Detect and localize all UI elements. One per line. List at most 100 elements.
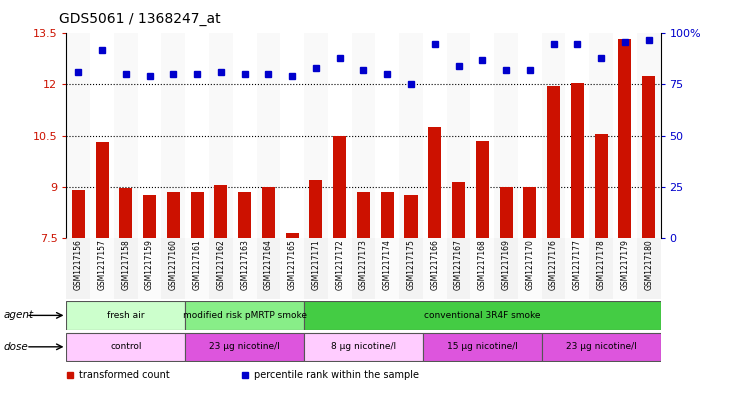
Text: GSM1217158: GSM1217158 — [121, 239, 131, 290]
Bar — [476, 141, 489, 238]
Bar — [257, 238, 280, 299]
Bar — [232, 238, 257, 299]
Bar — [114, 238, 138, 299]
Text: GSM1217164: GSM1217164 — [264, 239, 273, 290]
Text: GSM1217157: GSM1217157 — [97, 239, 106, 290]
Text: GSM1217162: GSM1217162 — [216, 239, 225, 290]
Bar — [138, 238, 162, 299]
Bar — [381, 192, 394, 238]
Bar — [613, 33, 637, 238]
Bar — [209, 33, 232, 238]
Text: GSM1217160: GSM1217160 — [169, 239, 178, 290]
Text: GDS5061 / 1368247_at: GDS5061 / 1368247_at — [59, 11, 221, 26]
Bar — [280, 238, 304, 299]
Text: GSM1217179: GSM1217179 — [621, 239, 630, 290]
Bar — [547, 86, 560, 238]
Bar — [185, 238, 209, 299]
Bar — [523, 187, 537, 238]
Bar — [494, 238, 518, 299]
Bar — [423, 238, 446, 299]
Bar — [214, 185, 227, 238]
Text: GSM1217166: GSM1217166 — [430, 239, 439, 290]
Bar — [72, 190, 85, 238]
Bar — [351, 33, 376, 238]
Bar — [280, 33, 304, 238]
Text: GSM1217176: GSM1217176 — [549, 239, 558, 290]
Text: GSM1217159: GSM1217159 — [145, 239, 154, 290]
Bar — [423, 332, 542, 361]
Bar — [494, 33, 518, 238]
Bar — [185, 33, 209, 238]
Text: 23 µg nicotine/l: 23 µg nicotine/l — [210, 342, 280, 351]
Bar — [376, 238, 399, 299]
Bar — [162, 238, 185, 299]
Bar — [470, 238, 494, 299]
Bar — [618, 39, 632, 238]
Bar — [190, 192, 204, 238]
Text: 23 µg nicotine/l: 23 µg nicotine/l — [566, 342, 636, 351]
Text: GSM1217163: GSM1217163 — [240, 239, 249, 290]
Text: dose: dose — [4, 342, 29, 352]
Text: GSM1217177: GSM1217177 — [573, 239, 582, 290]
Text: GSM1217172: GSM1217172 — [335, 239, 344, 290]
Bar — [565, 238, 589, 299]
Bar — [637, 238, 661, 299]
Bar — [209, 238, 232, 299]
Text: 8 µg nicotine/l: 8 µg nicotine/l — [331, 342, 396, 351]
Bar — [518, 33, 542, 238]
Text: fresh air: fresh air — [107, 311, 145, 320]
Bar — [66, 332, 185, 361]
Bar — [423, 33, 446, 238]
Bar — [262, 187, 275, 238]
Bar — [309, 180, 323, 238]
Text: transformed count: transformed count — [80, 370, 170, 380]
Bar — [399, 33, 423, 238]
Bar — [304, 332, 423, 361]
Bar — [357, 192, 370, 238]
Bar — [518, 238, 542, 299]
Bar — [542, 33, 565, 238]
Bar — [428, 127, 441, 238]
Bar — [66, 301, 185, 329]
Text: control: control — [110, 342, 142, 351]
Bar — [238, 192, 251, 238]
Text: modified risk pMRTP smoke: modified risk pMRTP smoke — [182, 311, 307, 320]
Bar — [376, 33, 399, 238]
Bar — [570, 83, 584, 238]
Bar — [589, 33, 613, 238]
Bar — [286, 233, 299, 238]
Text: percentile rank within the sample: percentile rank within the sample — [254, 370, 419, 380]
Bar — [542, 238, 565, 299]
Bar — [304, 33, 328, 238]
Bar — [66, 33, 90, 238]
Bar — [642, 76, 655, 238]
Text: GSM1217156: GSM1217156 — [74, 239, 83, 290]
Bar — [232, 33, 257, 238]
Bar — [328, 238, 351, 299]
Bar — [304, 238, 328, 299]
Bar — [452, 182, 465, 238]
Bar — [66, 238, 90, 299]
Text: GSM1217167: GSM1217167 — [454, 239, 463, 290]
Bar — [404, 195, 418, 238]
Text: GSM1217171: GSM1217171 — [311, 239, 320, 290]
Bar — [470, 33, 494, 238]
Text: 15 µg nicotine/l: 15 µg nicotine/l — [446, 342, 518, 351]
Bar — [257, 33, 280, 238]
Bar — [399, 238, 423, 299]
Text: GSM1217175: GSM1217175 — [407, 239, 415, 290]
Bar — [95, 142, 108, 238]
Bar — [143, 195, 156, 238]
Bar — [328, 33, 351, 238]
Text: GSM1217173: GSM1217173 — [359, 239, 368, 290]
Text: GSM1217161: GSM1217161 — [193, 239, 201, 290]
Text: GSM1217165: GSM1217165 — [288, 239, 297, 290]
Bar — [185, 332, 304, 361]
Bar — [185, 301, 304, 329]
Bar — [114, 33, 138, 238]
Bar — [351, 238, 376, 299]
Bar — [446, 238, 470, 299]
Bar — [167, 192, 180, 238]
Bar — [138, 33, 162, 238]
Text: GSM1217174: GSM1217174 — [383, 239, 392, 290]
